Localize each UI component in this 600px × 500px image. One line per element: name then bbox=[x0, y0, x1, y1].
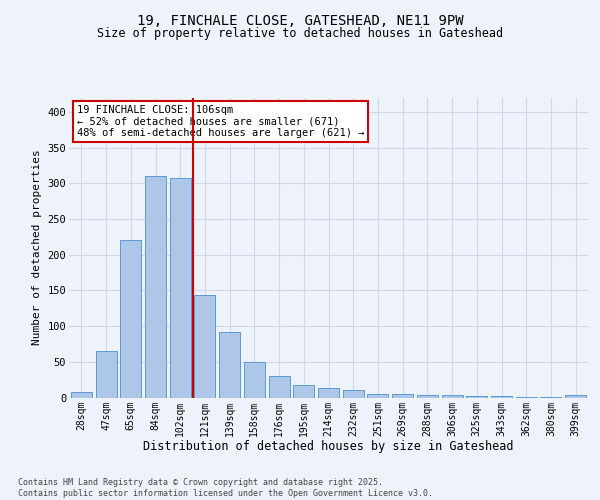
Bar bbox=[71, 392, 92, 398]
Bar bbox=[244, 362, 265, 398]
Bar bbox=[194, 296, 215, 398]
Bar bbox=[417, 396, 438, 398]
Bar bbox=[95, 351, 116, 398]
X-axis label: Distribution of detached houses by size in Gateshead: Distribution of detached houses by size … bbox=[143, 440, 514, 452]
Bar bbox=[516, 397, 537, 398]
Bar bbox=[120, 240, 141, 398]
Bar bbox=[219, 332, 240, 398]
Y-axis label: Number of detached properties: Number of detached properties bbox=[32, 150, 42, 346]
Bar bbox=[442, 396, 463, 398]
Bar bbox=[466, 396, 487, 398]
Bar bbox=[343, 390, 364, 398]
Bar bbox=[170, 178, 191, 398]
Bar bbox=[491, 396, 512, 398]
Bar bbox=[145, 176, 166, 398]
Bar bbox=[541, 397, 562, 398]
Bar bbox=[318, 388, 339, 398]
Bar bbox=[565, 396, 586, 398]
Text: 19, FINCHALE CLOSE, GATESHEAD, NE11 9PW: 19, FINCHALE CLOSE, GATESHEAD, NE11 9PW bbox=[137, 14, 463, 28]
Bar bbox=[392, 394, 413, 398]
Text: Contains HM Land Registry data © Crown copyright and database right 2025.
Contai: Contains HM Land Registry data © Crown c… bbox=[18, 478, 433, 498]
Bar bbox=[293, 384, 314, 398]
Bar bbox=[269, 376, 290, 398]
Text: 19 FINCHALE CLOSE: 106sqm
← 52% of detached houses are smaller (671)
48% of semi: 19 FINCHALE CLOSE: 106sqm ← 52% of detac… bbox=[77, 105, 364, 138]
Bar bbox=[367, 394, 388, 398]
Text: Size of property relative to detached houses in Gateshead: Size of property relative to detached ho… bbox=[97, 26, 503, 40]
